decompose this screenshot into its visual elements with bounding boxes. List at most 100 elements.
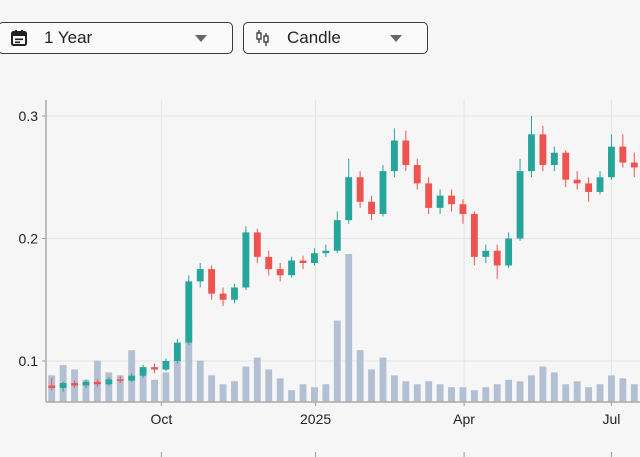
candle-down (448, 195, 455, 205)
candle-down (402, 140, 410, 165)
volume-bar (539, 366, 547, 402)
candle-down (276, 269, 284, 276)
y-tick-label: 0.3 (19, 108, 39, 124)
volume-bar (265, 369, 273, 402)
volume-bar (333, 320, 341, 402)
volume-bar (139, 369, 147, 402)
y-tick-label: 0.1 (19, 353, 39, 369)
volume-bar (608, 375, 615, 402)
candle-down (265, 256, 273, 270)
candle-up (173, 342, 181, 361)
candle-up (550, 152, 558, 165)
volume-bar (573, 381, 581, 402)
volume-bar (368, 369, 375, 402)
volume-bar (311, 387, 318, 402)
candle-up (516, 171, 524, 239)
candle-up (139, 367, 147, 376)
candle-up (596, 177, 604, 192)
candle-up (528, 134, 535, 172)
candle-up (333, 220, 341, 251)
volume-bar (116, 375, 124, 402)
volume-bar (253, 357, 261, 402)
candle-up (185, 281, 193, 343)
candle-down (425, 183, 433, 208)
range-label: 1 Year (44, 28, 93, 47)
candle-up (436, 195, 444, 208)
volume-bar (436, 384, 444, 402)
volume-bar (562, 384, 570, 402)
candle-up (128, 375, 136, 381)
candle-down (585, 183, 593, 192)
volume-bar (482, 387, 490, 402)
candle-up (379, 171, 387, 214)
volume-bar (425, 381, 433, 402)
candle-up (82, 381, 90, 386)
volume-bar (196, 360, 204, 402)
candle-up (322, 250, 330, 254)
volume-bar (345, 254, 353, 402)
volume-bar (82, 379, 90, 402)
x-tick-label: 2025 (300, 411, 331, 427)
x-tick-label: Jul (602, 411, 620, 427)
candle-down (116, 379, 124, 381)
candle-down (208, 269, 216, 294)
volume-bar (596, 384, 604, 402)
calendar-icon (11, 30, 27, 46)
volume-bar (105, 372, 113, 402)
candle-up (608, 146, 615, 178)
volume-bar (299, 384, 307, 402)
candle-down (630, 162, 638, 168)
volume-bar (585, 387, 593, 402)
candle-up (311, 253, 318, 263)
volume-bar (390, 375, 398, 402)
x-tick-label: Oct (150, 411, 172, 427)
candle-down (219, 293, 227, 300)
volume-bar (505, 379, 513, 402)
candle-down (299, 260, 307, 263)
candle-up (345, 177, 353, 221)
candle-down (470, 214, 478, 257)
candle-down (151, 367, 158, 370)
chart-type-dropdown[interactable]: Candle (243, 22, 428, 54)
volume-bar (173, 357, 181, 402)
candle-down (413, 165, 421, 184)
volume-bar (550, 372, 558, 402)
candle-down (253, 232, 261, 257)
volume-bar (288, 390, 296, 402)
volume-bar (208, 375, 216, 402)
volume-bar (459, 387, 467, 402)
volume-bar (356, 350, 364, 402)
x-tick-label: Apr (453, 411, 475, 427)
volume-bar (493, 384, 501, 402)
candle-down (493, 250, 501, 266)
volume-bar (231, 381, 238, 402)
volume-bar (448, 387, 455, 402)
volume-bar (528, 375, 535, 402)
candle-up (482, 250, 490, 257)
volume-bar (219, 384, 227, 402)
volume-bar (516, 381, 524, 402)
volume-bar (630, 384, 638, 402)
volume-bar (162, 372, 170, 402)
candle-down (71, 383, 78, 386)
chevron-down-icon (195, 35, 207, 42)
candle-up (242, 232, 250, 288)
volume-bar (470, 390, 478, 402)
chart-type-label: Candle (287, 28, 341, 47)
candle-up (390, 140, 398, 172)
candle-down (48, 385, 56, 388)
volume-bar (242, 366, 250, 402)
candle-up (505, 238, 513, 266)
range-dropdown[interactable]: 1 Year (0, 22, 233, 54)
chevron-down-icon (390, 35, 402, 42)
candle-up (231, 287, 238, 300)
candle-down (356, 177, 364, 202)
candle-up (196, 269, 204, 282)
volume-bar (151, 379, 158, 402)
volume-bar (413, 384, 421, 402)
candle-down (539, 134, 547, 165)
candle-up (288, 260, 296, 276)
volume-bar (619, 378, 627, 402)
candlestick-icon (256, 30, 269, 46)
